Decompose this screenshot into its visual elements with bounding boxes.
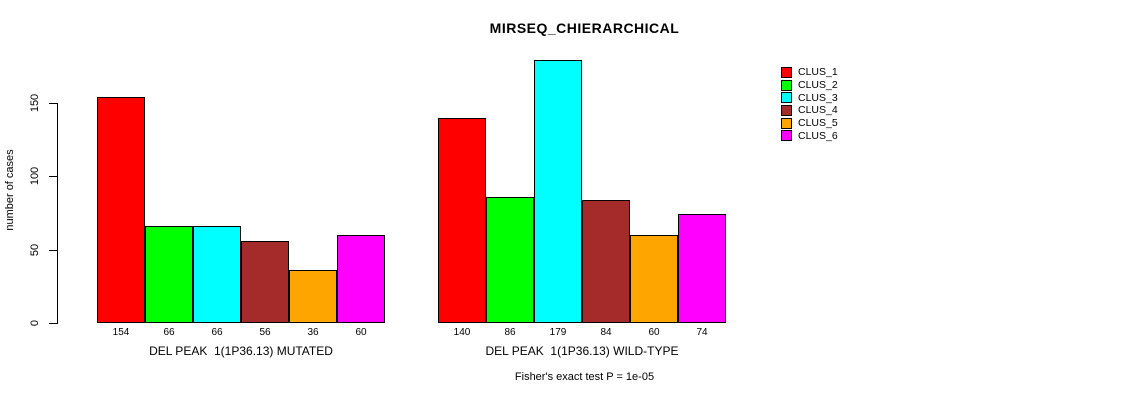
y-tick-mark — [49, 176, 57, 178]
bar-clus_5-group1 — [289, 270, 337, 323]
bar-value-label: 84 — [600, 327, 612, 338]
bar-clus_5-group2 — [630, 235, 678, 323]
legend-swatch-icon — [781, 92, 792, 104]
legend-label: CLUS_2 — [798, 79, 838, 92]
y-tick-mark — [49, 249, 57, 251]
footnote-fisher-test: Fisher's exact test P = 1e-05 — [514, 371, 655, 383]
bar-clus_4-group2 — [582, 199, 630, 323]
legend-swatch-icon — [781, 79, 792, 91]
y-tick-label: 50 — [29, 243, 41, 256]
y-tick-label: 0 — [29, 319, 41, 327]
y-axis-line — [57, 103, 58, 324]
group-axis-label: DEL PEAK 1(1P36.13) WILD-TYPE — [485, 344, 679, 358]
bar-clus_6-group1 — [337, 235, 385, 323]
legend-row-clus_5: CLUS_5 — [781, 117, 838, 130]
legend-swatch-icon — [781, 130, 792, 142]
chart-legend: CLUS_1 CLUS_2 CLUS_3 CLUS_4 CLUS_5 CLUS_6 — [781, 66, 838, 142]
bar-value-label: 179 — [549, 327, 567, 338]
legend-label: CLUS_3 — [798, 91, 838, 104]
bar-clus_3-group2 — [534, 60, 582, 323]
legend-swatch-icon — [781, 117, 792, 129]
bar-clus_4-group1 — [241, 240, 289, 323]
bar-value-label: 60 — [355, 327, 367, 338]
legend-label: CLUS_1 — [798, 66, 838, 79]
bar-value-label: 36 — [307, 327, 319, 338]
bar-clus_2-group1 — [145, 226, 193, 323]
bar-clus_6-group2 — [678, 214, 726, 323]
y-tick-mark — [49, 103, 57, 104]
bar-clus_3-group1 — [193, 226, 241, 323]
group-axis-label: DEL PEAK 1(1P36.13) MUTATED — [149, 344, 333, 358]
legend-swatch-icon — [781, 104, 792, 116]
y-tick-label: 100 — [29, 167, 41, 186]
bar-value-label: 154 — [112, 327, 130, 338]
bar-clus_1-group2 — [438, 117, 486, 323]
legend-label: CLUS_6 — [798, 129, 838, 142]
legend-row-clus_6: CLUS_6 — [781, 129, 838, 142]
legend-label: CLUS_5 — [798, 117, 838, 130]
bar-value-label: 66 — [211, 327, 223, 338]
legend-swatch-icon — [781, 66, 792, 78]
bar-value-label: 140 — [453, 327, 471, 338]
legend-row-clus_1: CLUS_1 — [781, 66, 838, 79]
legend-label: CLUS_4 — [798, 104, 838, 117]
bar-clus_2-group2 — [486, 196, 534, 323]
y-tick-label: 150 — [29, 93, 41, 113]
chart-title: MIRSEQ_CHIERARCHICAL — [489, 20, 680, 36]
bar-value-label: 56 — [259, 327, 271, 338]
legend-row-clus_3: CLUS_3 — [781, 91, 838, 104]
bar-value-label: 74 — [696, 327, 708, 338]
legend-row-clus_2: CLUS_2 — [781, 79, 838, 92]
bar-value-label: 66 — [163, 327, 175, 338]
y-axis-title: number of cases — [4, 149, 16, 231]
bar-value-label: 86 — [504, 327, 516, 338]
y-tick-mark — [49, 323, 57, 324]
legend-row-clus_4: CLUS_4 — [781, 104, 838, 117]
bar-value-label: 60 — [648, 327, 660, 338]
bar-clus_1-group1 — [97, 97, 145, 323]
